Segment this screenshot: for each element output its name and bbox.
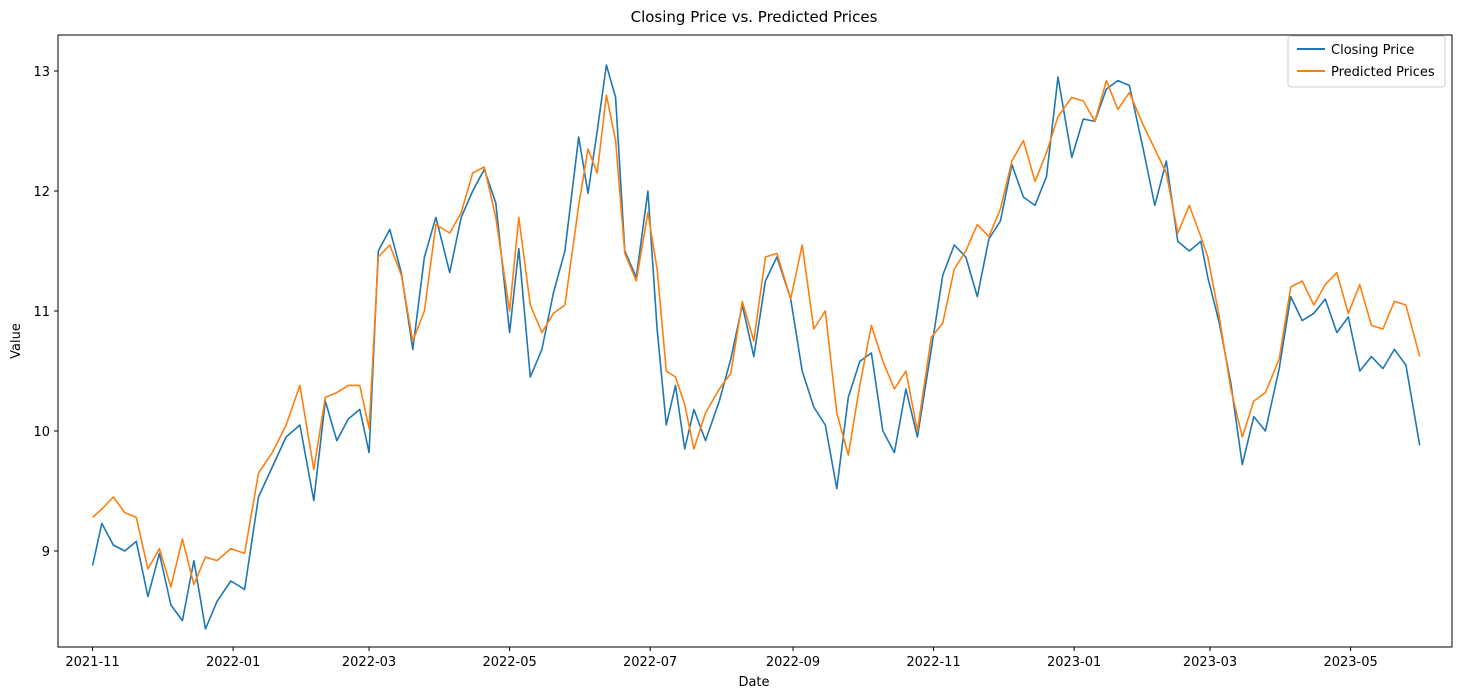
legend-label-predicted: Predicted Prices bbox=[1331, 65, 1435, 80]
x-axis: 2021-11 2022-01 2022-03 2022-05 2022-07 2022-… bbox=[65, 647, 1378, 670]
x-tick-label: 2022-09 bbox=[766, 655, 820, 670]
legend-frame bbox=[1287, 35, 1446, 88]
x-tick-label: 2022-07 bbox=[623, 655, 677, 670]
x-tick-label: 2022-11 bbox=[906, 655, 960, 670]
y-tick-label: 10 bbox=[33, 425, 50, 440]
chart-title: Closing Price vs. Predicted Prices bbox=[631, 8, 878, 26]
y-tick-label: 11 bbox=[33, 305, 50, 320]
x-tick-label: 2023-01 bbox=[1047, 655, 1101, 670]
x-tick-label: 2021-11 bbox=[65, 655, 119, 670]
y-tick-label: 9 bbox=[42, 545, 50, 560]
x-tick-label: 2023-05 bbox=[1323, 655, 1377, 670]
series-line-predicted-prices bbox=[92, 79, 1421, 588]
y-axis-label: Value bbox=[9, 323, 24, 359]
plot-frame bbox=[57, 34, 1453, 648]
x-tick-label: 2022-01 bbox=[206, 655, 260, 670]
series-layer bbox=[91, 64, 1421, 630]
y-tick-label: 13 bbox=[33, 65, 50, 80]
series-line-closing-price bbox=[91, 64, 1421, 630]
x-tick-label: 2023-03 bbox=[1183, 655, 1237, 670]
legend: Closing Price Predicted Prices bbox=[1287, 35, 1446, 88]
y-tick-label: 12 bbox=[33, 185, 50, 200]
x-axis-label: Date bbox=[738, 675, 769, 690]
x-tick-label: 2022-03 bbox=[342, 655, 396, 670]
y-axis: 9 10 11 12 13 bbox=[33, 65, 58, 560]
legend-label-closing: Closing Price bbox=[1331, 43, 1414, 58]
x-tick-label: 2022-05 bbox=[482, 655, 536, 670]
